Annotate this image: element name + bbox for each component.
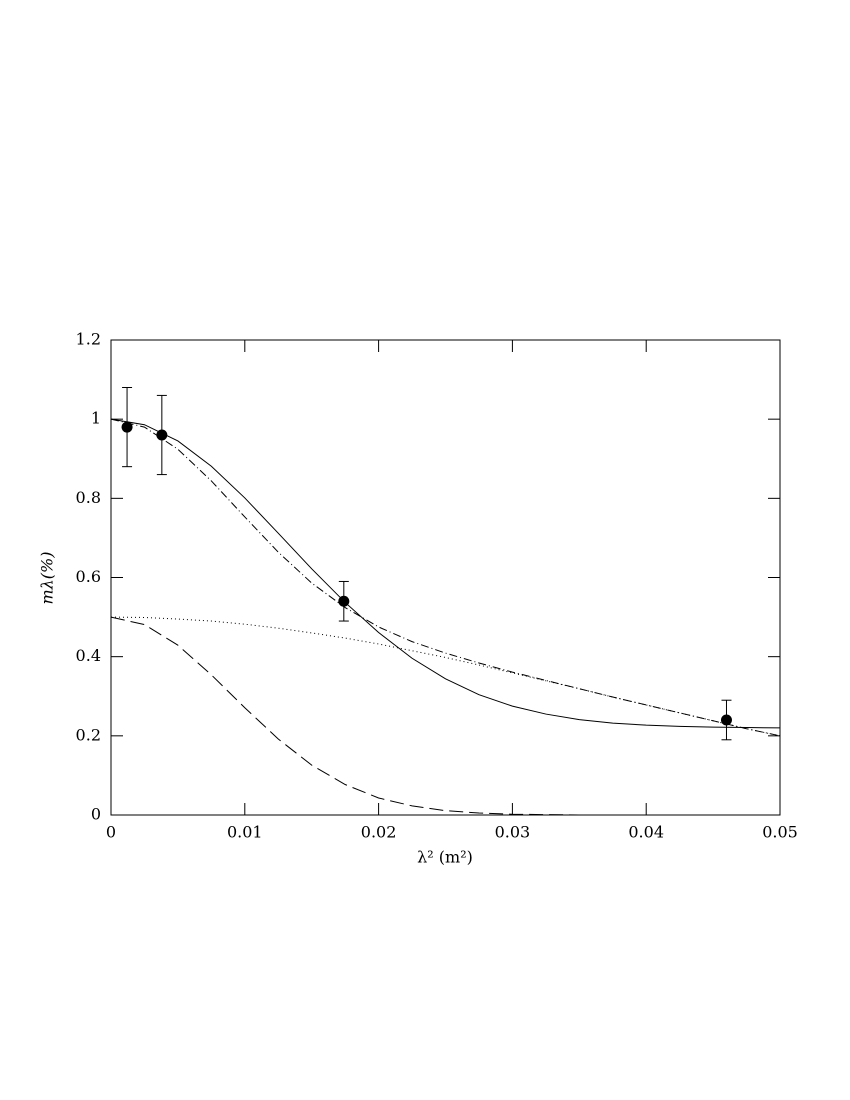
y-tick-label: 0.6: [76, 567, 101, 586]
y-tick-label: 0.8: [76, 488, 101, 507]
y-tick-label: 1: [91, 409, 101, 428]
plot-frame: [110, 339, 781, 816]
y-tick-label: 1.2: [76, 330, 101, 349]
curve: [110, 418, 781, 737]
x-tick-label: 0.04: [628, 823, 664, 842]
x-axis-label: λ² (m²): [417, 848, 473, 867]
x-tick-label: 0.05: [762, 823, 798, 842]
curve: [110, 418, 781, 729]
data-point: [720, 714, 732, 726]
x-tick-label: 0.01: [227, 823, 263, 842]
data-point: [121, 421, 133, 433]
x-tick-label: 0.03: [495, 823, 531, 842]
curve: [110, 616, 780, 816]
y-tick-label: 0: [91, 805, 101, 824]
y-tick-label: 0.4: [76, 646, 101, 665]
y-axis-label: mλ(%): [38, 552, 57, 605]
data-point: [156, 429, 168, 441]
x-tick-label: 0: [106, 823, 116, 842]
y-tick-label: 0.2: [76, 725, 101, 744]
data-point: [338, 595, 350, 607]
curve: [110, 616, 781, 737]
x-tick-label: 0.02: [361, 823, 397, 842]
